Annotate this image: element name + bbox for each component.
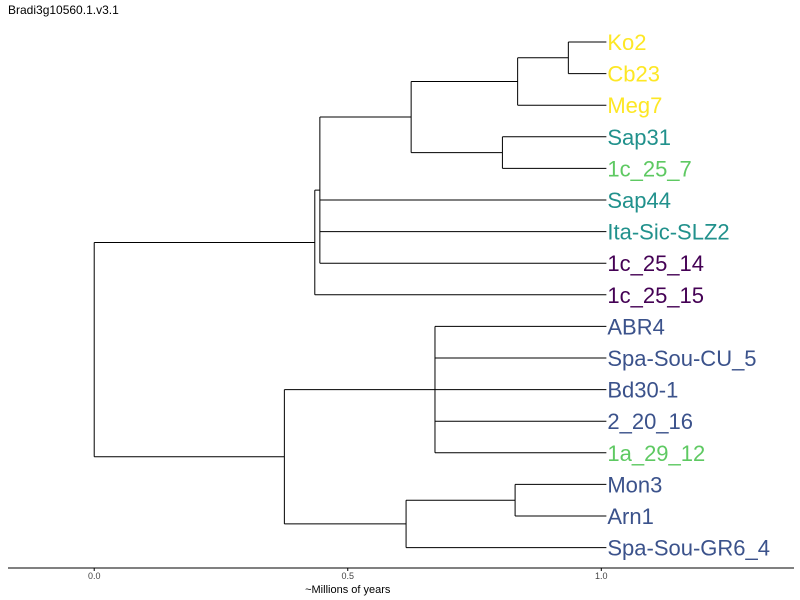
x-tick-label-1: 0.5 — [341, 571, 354, 581]
leaf-label-3: Sap31 — [607, 125, 671, 150]
leaf-label-6: Ita-Sic-SLZ2 — [607, 220, 729, 245]
leaf-label-11: Bd30-1 — [607, 378, 678, 403]
leaf-label-8: 1c_25_15 — [607, 283, 704, 308]
leaf-label-0: Ko2 — [607, 30, 646, 55]
x-tick-label-2: 1.0 — [595, 571, 608, 581]
chart-title: Bradi3g10560.1.v3.1 — [8, 3, 119, 17]
leaf-label-15: Arn1 — [607, 504, 653, 529]
leaf-label-10: Spa-Sou-CU_5 — [607, 346, 756, 371]
leaf-label-1: Cb23 — [607, 62, 660, 87]
leaf-label-12: 2_20_16 — [607, 409, 693, 434]
leaf-label-14: Mon3 — [607, 472, 662, 497]
x-axis: 0.0 0.5 1.0 ~Millions of years — [8, 567, 794, 596]
leaf-label-7: 1c_25_14 — [607, 251, 704, 276]
leaf-labels: Ko2 Cb23 Meg7 Sap31 1c_25_7 Sap44 Ita-Sic-SLZ2… — [607, 30, 770, 561]
leaf-label-4: 1c_25_7 — [607, 156, 691, 181]
x-tick-label-0: 0.0 — [88, 571, 101, 581]
branch-lines — [93, 41, 607, 549]
x-axis-label: ~Millions of years — [305, 584, 391, 596]
leaf-label-13: 1a_29_12 — [607, 441, 705, 466]
leaf-label-2: Meg7 — [607, 93, 662, 118]
leaf-label-16: Spa-Sou-GR6_4 — [607, 536, 770, 561]
leaf-label-5: Sap44 — [607, 188, 671, 213]
leaf-label-9: ABR4 — [607, 314, 664, 339]
